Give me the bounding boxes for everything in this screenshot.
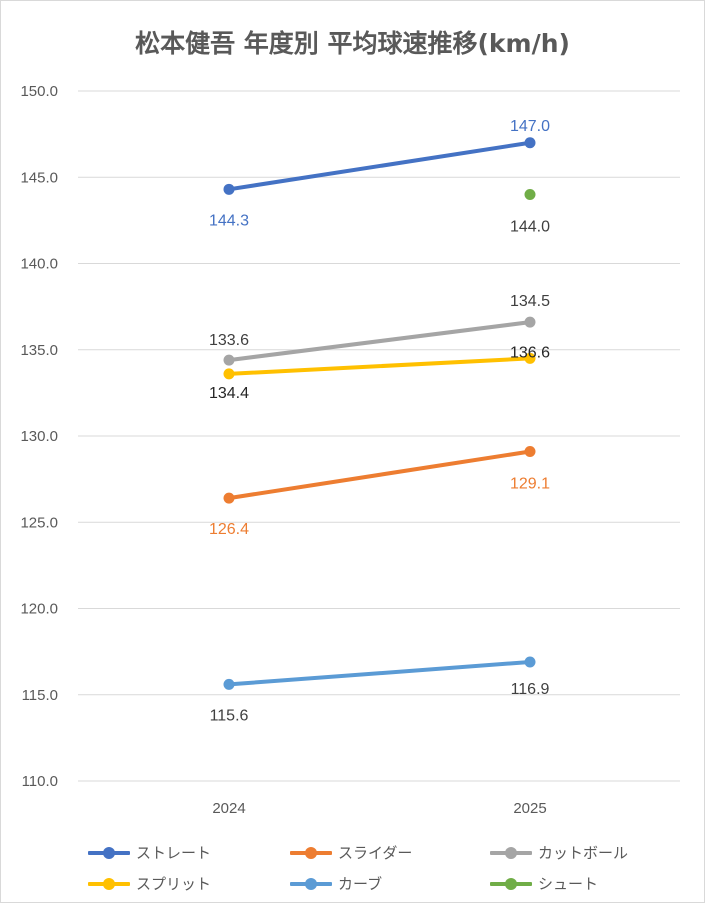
data-label: 144.0 — [510, 219, 550, 236]
data-label: 116.9 — [511, 681, 550, 698]
x-tick-label: 2024 — [212, 800, 245, 817]
data-label: 129.1 — [510, 476, 550, 493]
data-point — [524, 316, 536, 328]
y-tick-label: 125.0 — [20, 514, 58, 531]
data-point — [223, 183, 235, 195]
x-tick-label: 2025 — [513, 800, 546, 817]
y-tick-label: 110.0 — [22, 773, 58, 790]
data-label: 115.6 — [210, 707, 249, 724]
data-point — [223, 492, 235, 504]
data-point — [223, 354, 235, 366]
series-line — [227, 659, 532, 687]
data-point — [524, 352, 536, 364]
series-line — [227, 140, 532, 192]
data-point — [524, 656, 536, 668]
y-tick-label: 115.0 — [22, 687, 58, 704]
chart-title: 松本健吾 年度別 平均球速推移(km/h) — [135, 29, 570, 58]
data-label: 136.6 — [510, 344, 550, 361]
data-label: 126.4 — [209, 521, 249, 538]
series-line — [227, 356, 532, 376]
series-line — [227, 320, 532, 363]
y-tick-label: 135.0 — [20, 342, 58, 359]
data-label: 147.0 — [510, 118, 550, 135]
data-label: 134.4 — [209, 385, 249, 402]
data-point — [524, 446, 536, 458]
series-line — [227, 449, 532, 501]
y-tick-label: 140.0 — [20, 256, 58, 273]
data-point — [524, 137, 536, 149]
data-label: 133.6 — [209, 332, 249, 349]
y-tick-label: 145.0 — [20, 169, 58, 186]
y-tick-label: 130.0 — [20, 428, 58, 445]
y-tick-label: 120.0 — [20, 601, 58, 618]
data-label: 134.5 — [510, 293, 550, 310]
data-point — [524, 189, 536, 200]
data-point — [223, 678, 235, 690]
data-point — [223, 368, 235, 380]
data-label: 144.3 — [209, 212, 249, 229]
y-tick-label: 150.0 — [20, 83, 58, 100]
